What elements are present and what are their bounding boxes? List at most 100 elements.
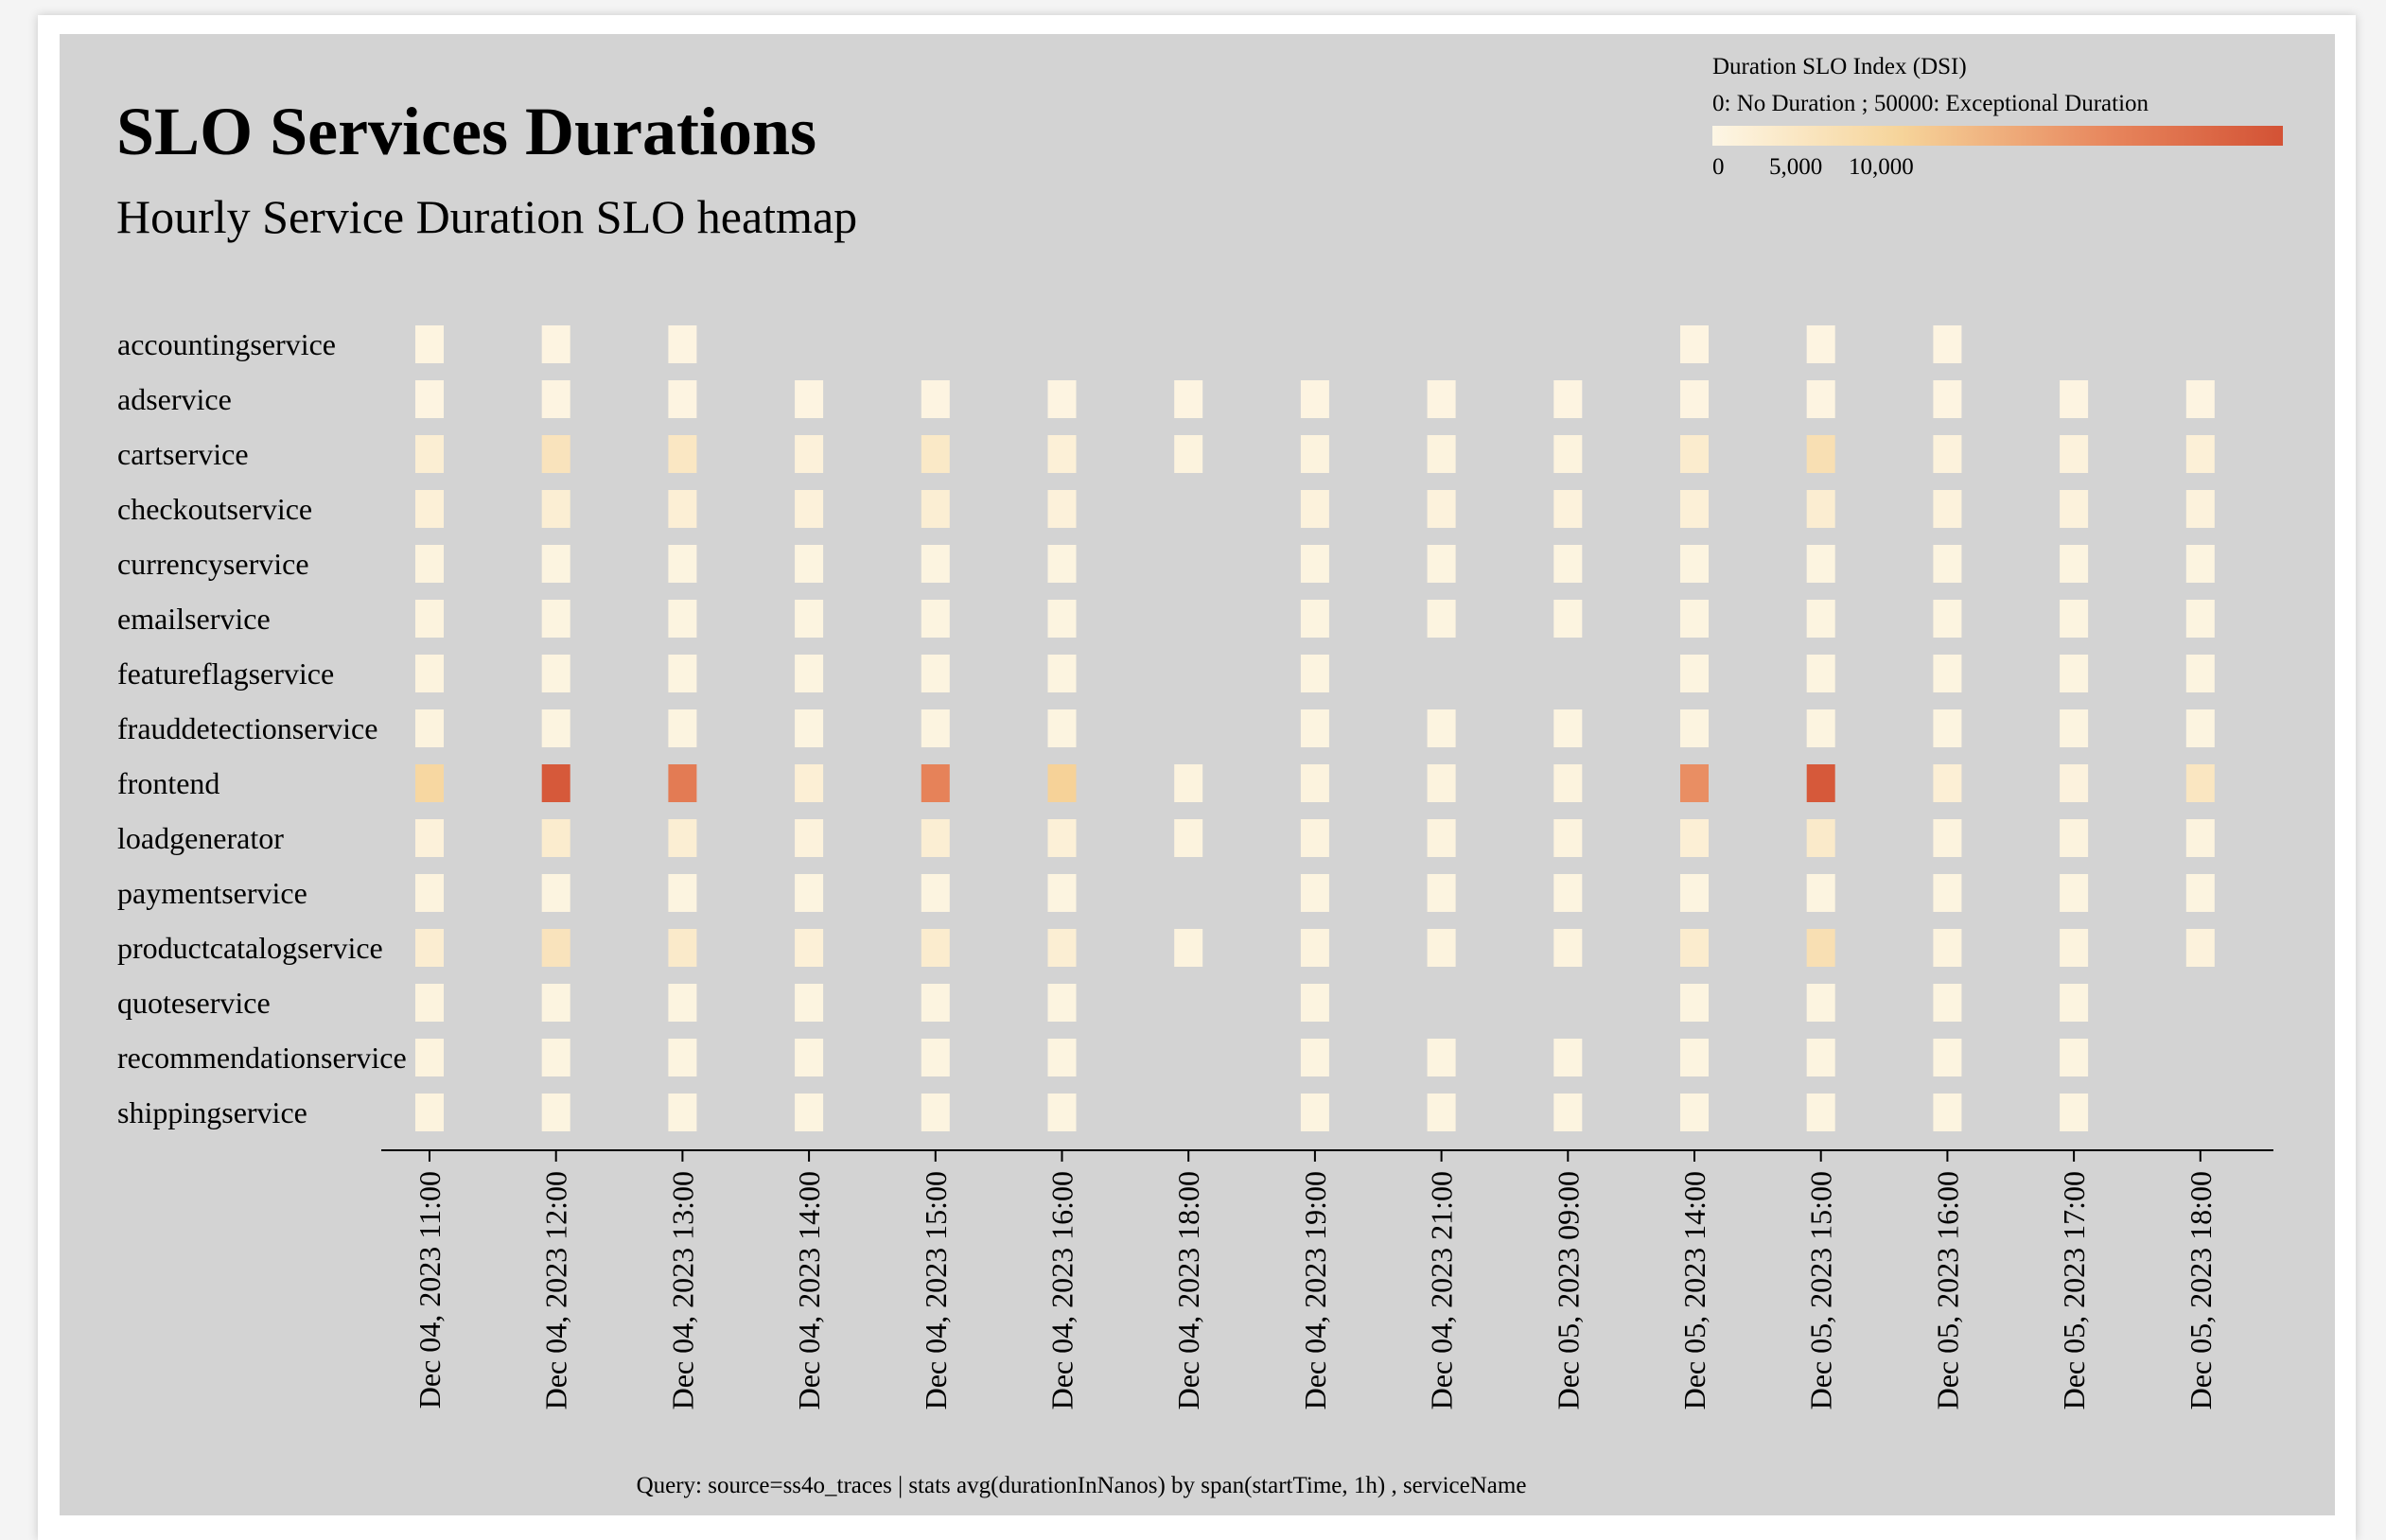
heatmap-cell-emailservice-14[interactable] xyxy=(2185,600,2215,638)
heatmap-cell-paymentservice-0[interactable] xyxy=(415,874,444,912)
heatmap-cell-currencyservice-11[interactable] xyxy=(1806,545,1835,583)
heatmap-cell-adservice-9[interactable] xyxy=(1553,380,1583,418)
heatmap-cell-featureflagservice-4[interactable] xyxy=(921,655,950,692)
heatmap-cell-productcatalogservice-8[interactable] xyxy=(1427,929,1456,967)
heatmap-cell-currencyservice-5[interactable] xyxy=(1047,545,1077,583)
heatmap-cell-featureflagservice-2[interactable] xyxy=(668,655,697,692)
heatmap-cell-frontend-3[interactable] xyxy=(795,764,824,802)
heatmap-cell-quoteservice-11[interactable] xyxy=(1806,984,1835,1022)
heatmap-cell-checkoutservice-2[interactable] xyxy=(668,490,697,528)
heatmap-cell-emailservice-10[interactable] xyxy=(1680,600,1709,638)
heatmap-cell-productcatalogservice-7[interactable] xyxy=(1300,929,1329,967)
heatmap-cell-shippingservice-13[interactable] xyxy=(2060,1094,2089,1131)
heatmap-cell-loadgenerator-7[interactable] xyxy=(1300,819,1329,857)
heatmap-cell-shippingservice-12[interactable] xyxy=(1933,1094,1962,1131)
heatmap-cell-frontend-9[interactable] xyxy=(1553,764,1583,802)
heatmap-cell-recommendationservice-5[interactable] xyxy=(1047,1039,1077,1076)
heatmap-cell-quoteservice-1[interactable] xyxy=(541,984,570,1022)
heatmap-cell-loadgenerator-3[interactable] xyxy=(795,819,824,857)
heatmap-cell-shippingservice-7[interactable] xyxy=(1300,1094,1329,1131)
heatmap-cell-frauddetectionservice-7[interactable] xyxy=(1300,709,1329,747)
heatmap-cell-checkoutservice-13[interactable] xyxy=(2060,490,2089,528)
heatmap-cell-checkoutservice-7[interactable] xyxy=(1300,490,1329,528)
heatmap-cell-frauddetectionservice-0[interactable] xyxy=(415,709,444,747)
heatmap-cell-shippingservice-11[interactable] xyxy=(1806,1094,1835,1131)
heatmap-cell-frauddetectionservice-9[interactable] xyxy=(1553,709,1583,747)
heatmap-cell-shippingservice-4[interactable] xyxy=(921,1094,950,1131)
heatmap-cell-cartservice-5[interactable] xyxy=(1047,435,1077,473)
heatmap-cell-currencyservice-12[interactable] xyxy=(1933,545,1962,583)
heatmap-cell-frauddetectionservice-13[interactable] xyxy=(2060,709,2089,747)
heatmap-cell-frontend-5[interactable] xyxy=(1047,764,1077,802)
heatmap-cell-currencyservice-4[interactable] xyxy=(921,545,950,583)
heatmap-cell-productcatalogservice-4[interactable] xyxy=(921,929,950,967)
heatmap-cell-productcatalogservice-0[interactable] xyxy=(415,929,444,967)
heatmap-cell-loadgenerator-1[interactable] xyxy=(541,819,570,857)
heatmap-cell-productcatalogservice-14[interactable] xyxy=(2185,929,2215,967)
heatmap-cell-cartservice-14[interactable] xyxy=(2185,435,2215,473)
heatmap-cell-adservice-13[interactable] xyxy=(2060,380,2089,418)
heatmap-cell-cartservice-0[interactable] xyxy=(415,435,444,473)
heatmap-cell-frontend-6[interactable] xyxy=(1174,764,1203,802)
heatmap-cell-loadgenerator-2[interactable] xyxy=(668,819,697,857)
heatmap-cell-frauddetectionservice-10[interactable] xyxy=(1680,709,1709,747)
heatmap-cell-quoteservice-13[interactable] xyxy=(2060,984,2089,1022)
heatmap-cell-frontend-4[interactable] xyxy=(921,764,950,802)
heatmap-cell-emailservice-7[interactable] xyxy=(1300,600,1329,638)
heatmap-cell-checkoutservice-9[interactable] xyxy=(1553,490,1583,528)
heatmap-cell-cartservice-10[interactable] xyxy=(1680,435,1709,473)
heatmap-cell-frontend-8[interactable] xyxy=(1427,764,1456,802)
heatmap-cell-adservice-10[interactable] xyxy=(1680,380,1709,418)
heatmap-cell-adservice-8[interactable] xyxy=(1427,380,1456,418)
heatmap-cell-adservice-1[interactable] xyxy=(541,380,570,418)
heatmap-cell-frauddetectionservice-5[interactable] xyxy=(1047,709,1077,747)
heatmap-cell-checkoutservice-1[interactable] xyxy=(541,490,570,528)
heatmap-cell-recommendationservice-2[interactable] xyxy=(668,1039,697,1076)
heatmap-cell-loadgenerator-8[interactable] xyxy=(1427,819,1456,857)
heatmap-cell-emailservice-1[interactable] xyxy=(541,600,570,638)
heatmap-cell-productcatalogservice-11[interactable] xyxy=(1806,929,1835,967)
heatmap-cell-featureflagservice-11[interactable] xyxy=(1806,655,1835,692)
heatmap-cell-frontend-12[interactable] xyxy=(1933,764,1962,802)
heatmap-cell-productcatalogservice-10[interactable] xyxy=(1680,929,1709,967)
heatmap-cell-recommendationservice-1[interactable] xyxy=(541,1039,570,1076)
heatmap-cell-shippingservice-0[interactable] xyxy=(415,1094,444,1131)
heatmap-cell-currencyservice-9[interactable] xyxy=(1553,545,1583,583)
heatmap-cell-paymentservice-5[interactable] xyxy=(1047,874,1077,912)
heatmap-cell-recommendationservice-0[interactable] xyxy=(415,1039,444,1076)
heatmap-cell-quoteservice-7[interactable] xyxy=(1300,984,1329,1022)
heatmap-cell-featureflagservice-10[interactable] xyxy=(1680,655,1709,692)
heatmap-cell-quoteservice-12[interactable] xyxy=(1933,984,1962,1022)
heatmap-cell-recommendationservice-3[interactable] xyxy=(795,1039,824,1076)
heatmap-cell-frauddetectionservice-11[interactable] xyxy=(1806,709,1835,747)
heatmap-cell-productcatalogservice-9[interactable] xyxy=(1553,929,1583,967)
heatmap-cell-cartservice-2[interactable] xyxy=(668,435,697,473)
heatmap-cell-featureflagservice-13[interactable] xyxy=(2060,655,2089,692)
heatmap-cell-featureflagservice-14[interactable] xyxy=(2185,655,2215,692)
heatmap-cell-cartservice-8[interactable] xyxy=(1427,435,1456,473)
heatmap-cell-cartservice-11[interactable] xyxy=(1806,435,1835,473)
heatmap-cell-quoteservice-0[interactable] xyxy=(415,984,444,1022)
heatmap-cell-loadgenerator-14[interactable] xyxy=(2185,819,2215,857)
heatmap-cell-paymentservice-9[interactable] xyxy=(1553,874,1583,912)
heatmap-cell-recommendationservice-11[interactable] xyxy=(1806,1039,1835,1076)
heatmap-cell-accountingservice-1[interactable] xyxy=(541,325,570,363)
heatmap-cell-adservice-7[interactable] xyxy=(1300,380,1329,418)
heatmap-cell-emailservice-13[interactable] xyxy=(2060,600,2089,638)
heatmap-cell-adservice-11[interactable] xyxy=(1806,380,1835,418)
heatmap-cell-adservice-4[interactable] xyxy=(921,380,950,418)
heatmap-cell-loadgenerator-12[interactable] xyxy=(1933,819,1962,857)
heatmap-cell-accountingservice-2[interactable] xyxy=(668,325,697,363)
heatmap-cell-accountingservice-10[interactable] xyxy=(1680,325,1709,363)
heatmap-cell-shippingservice-3[interactable] xyxy=(795,1094,824,1131)
heatmap-cell-frontend-13[interactable] xyxy=(2060,764,2089,802)
heatmap-cell-cartservice-13[interactable] xyxy=(2060,435,2089,473)
heatmap-cell-frontend-7[interactable] xyxy=(1300,764,1329,802)
heatmap-cell-emailservice-5[interactable] xyxy=(1047,600,1077,638)
heatmap-cell-recommendationservice-12[interactable] xyxy=(1933,1039,1962,1076)
heatmap-cell-shippingservice-5[interactable] xyxy=(1047,1094,1077,1131)
heatmap-cell-frauddetectionservice-1[interactable] xyxy=(541,709,570,747)
heatmap-cell-frauddetectionservice-12[interactable] xyxy=(1933,709,1962,747)
heatmap-cell-emailservice-4[interactable] xyxy=(921,600,950,638)
heatmap-cell-productcatalogservice-12[interactable] xyxy=(1933,929,1962,967)
